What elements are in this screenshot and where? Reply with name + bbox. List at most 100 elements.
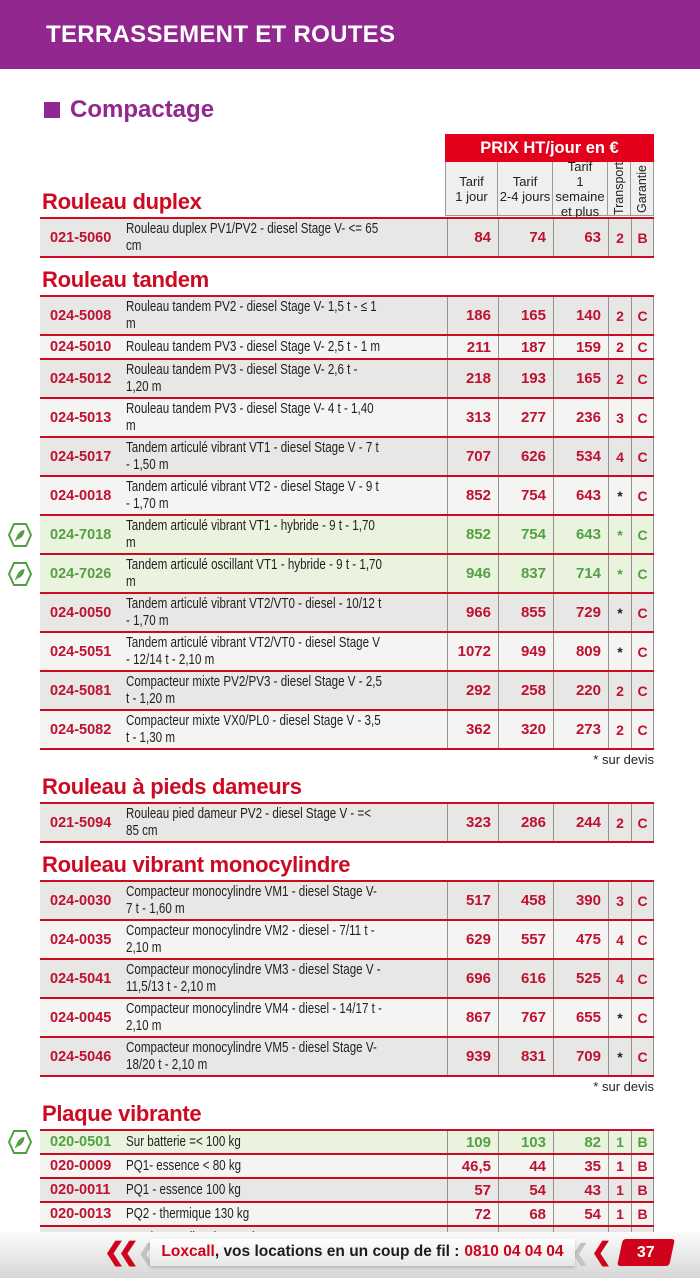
price-table-area: PRIX HT/jour en € Tarif 1 jour Tarif 2-4 jo… — [7, 134, 654, 1278]
price-2-4-days: 458 — [498, 882, 553, 919]
price-week-plus: 244 — [553, 804, 608, 841]
transport-class: 4 — [608, 960, 631, 997]
eco-leaf-icon — [7, 1129, 33, 1155]
page-number-badge: 37 — [617, 1238, 675, 1266]
table-row: 024-5046 Compacteur monocylindre VM5 - di… — [40, 1036, 654, 1075]
eco-leaf-icon — [7, 561, 33, 587]
column-header-tarif-1-semaine-et-plus: Tarif 1 semaine et plus — [552, 159, 607, 219]
guarantee-class: C — [631, 921, 654, 958]
table-row: 024-0050 Tandem articulé vibrant VT2/VT0 … — [40, 592, 654, 631]
price-1-day: 292 — [447, 672, 498, 709]
section-heading: Plaque vibrante — [42, 1101, 202, 1126]
table-row: 024-5013 Rouleau tandem PV3 - diesel Stag… — [40, 397, 654, 436]
guarantee-class: C — [631, 711, 654, 748]
price-week-plus: 159 — [553, 336, 608, 358]
footer-bar: ❮❮ ❮ Loxcall, vos locations en un coup d… — [0, 1232, 700, 1278]
table-row: 024-0035 Compacteur monocylindre VM2 - di… — [40, 919, 654, 958]
price-1-day: 946 — [447, 555, 498, 592]
section-table: 024-5008 Rouleau tandem PV2 - diesel Stag… — [7, 295, 654, 750]
transport-class: 2 — [608, 219, 631, 256]
guarantee-class: C — [631, 360, 654, 397]
table-row: 024-5051 Tandem articulé vibrant VT2/VT0 … — [40, 631, 654, 670]
guarantee-class: C — [631, 882, 654, 919]
guarantee-class: C — [631, 672, 654, 709]
price-week-plus: 82 — [553, 1131, 608, 1153]
product-code: 024-5051 — [50, 643, 112, 660]
product-code: 021-5060 — [50, 229, 112, 246]
price-2-4-days: 74 — [498, 219, 553, 256]
footer-phone-number[interactable]: 0810 04 04 04 — [464, 1243, 564, 1260]
column-header-transport: Transport — [607, 162, 630, 215]
price-2-4-days: 320 — [498, 711, 553, 748]
category-title: Compactage — [70, 96, 215, 123]
page-header: TERRASSEMENT ET ROUTES — [0, 0, 700, 69]
price-week-plus: 643 — [553, 477, 608, 514]
price-week-plus: 43 — [553, 1179, 608, 1201]
price-week-plus: 525 — [553, 960, 608, 997]
section-table: 024-0030 Compacteur monocylindre VM1 - di… — [40, 880, 654, 1077]
table-row: 024-5081 Compacteur mixte PV2/PV3 - diese… — [40, 670, 654, 709]
guarantee-class: C — [631, 633, 654, 670]
price-week-plus: 54 — [553, 1203, 608, 1225]
guarantee-class: B — [631, 1203, 654, 1225]
product-description: Tandem articulé oscillant VT1 - hybride … — [126, 557, 382, 590]
product-description: Tandem articulé vibrant VT1 - diesel Sta… — [126, 440, 379, 473]
guarantee-class: C — [631, 999, 654, 1036]
column-header-tarif-1-jour: Tarif 1 jour — [455, 173, 488, 204]
price-1-day: 218 — [447, 360, 498, 397]
transport-class: 1 — [608, 1131, 631, 1153]
product-code: 024-5010 — [50, 339, 112, 355]
product-code: 020-0009 — [50, 1158, 112, 1174]
transport-class: * — [608, 633, 631, 670]
product-code: 024-5008 — [50, 307, 112, 324]
section-heading: Rouleau duplex — [42, 189, 202, 214]
product-description: Compacteur monocylindre VM3 - diesel Sta… — [126, 962, 381, 995]
guarantee-class: B — [631, 1131, 654, 1153]
product-description: Rouleau pied dameur PV2 - diesel Stage V… — [126, 806, 372, 839]
table-row: 024-5017 Tandem articulé vibrant VT1 - di… — [40, 436, 654, 475]
price-2-4-days: 165 — [498, 297, 553, 334]
guarantee-class: C — [631, 516, 654, 553]
transport-class: 2 — [608, 804, 631, 841]
transport-class: * — [608, 999, 631, 1036]
footer-brand: Loxcall — [161, 1243, 215, 1260]
table-row: 020-0501 Sur batterie =< 100 kg 109 103 82 1 B — [7, 1129, 654, 1154]
product-description: Tandem articulé vibrant VT2 - diesel Sta… — [126, 479, 379, 512]
table-row: 021-5094 Rouleau pied dameur PV2 - diesel… — [40, 802, 654, 841]
table-row: 024-5082 Compacteur mixte VX0/PL0 - diese… — [40, 709, 654, 748]
transport-class: 2 — [608, 360, 631, 397]
price-2-4-days: 286 — [498, 804, 553, 841]
price-2-4-days: 193 — [498, 360, 553, 397]
guarantee-class: C — [631, 477, 654, 514]
category-heading: Compactage — [44, 96, 700, 124]
transport-class: 2 — [608, 711, 631, 748]
product-description: Rouleau tandem PV2 - diesel Stage V- 1,5… — [126, 299, 377, 332]
table-row: 020-0011 PQ1 - essence 100 kg 57 54 43 1 B — [40, 1177, 654, 1201]
price-2-4-days: 277 — [498, 399, 553, 436]
price-week-plus: 534 — [553, 438, 608, 475]
section-heading: Rouleau tandem — [42, 267, 209, 292]
transport-class: 4 — [608, 921, 631, 958]
guarantee-class: C — [631, 399, 654, 436]
product-code: 021-5094 — [50, 814, 112, 831]
product-code: 020-0501 — [50, 1134, 112, 1150]
eco-leaf-icon — [7, 522, 33, 548]
table-row: 024-0030 Compacteur monocylindre VM1 - di… — [40, 880, 654, 919]
transport-class: * — [608, 555, 631, 592]
product-code: 024-5013 — [50, 409, 112, 426]
product-description: Tandem articulé vibrant VT1 - hybride - … — [126, 518, 375, 551]
price-2-4-days: 767 — [498, 999, 553, 1036]
category-bullet-square — [44, 102, 60, 118]
product-description: Tandem articulé vibrant VT2/VT0 - diesel… — [126, 635, 381, 668]
price-2-4-days: 754 — [498, 516, 553, 553]
table-row: 020-0009 PQ1- essence < 80 kg 46,5 44 35 1 B — [40, 1153, 654, 1177]
product-code: 024-5041 — [50, 970, 112, 987]
product-description: Rouleau tandem PV3 - diesel Stage V- 2,6… — [126, 362, 358, 395]
table-row: 024-7018 Tandem articulé vibrant VT1 - hy… — [7, 514, 654, 553]
product-code: 024-5046 — [50, 1048, 112, 1065]
price-2-4-days: 626 — [498, 438, 553, 475]
price-week-plus: 655 — [553, 999, 608, 1036]
transport-class: * — [608, 594, 631, 631]
product-description: Tandem articulé vibrant VT2/VT0 - diesel… — [126, 596, 382, 629]
